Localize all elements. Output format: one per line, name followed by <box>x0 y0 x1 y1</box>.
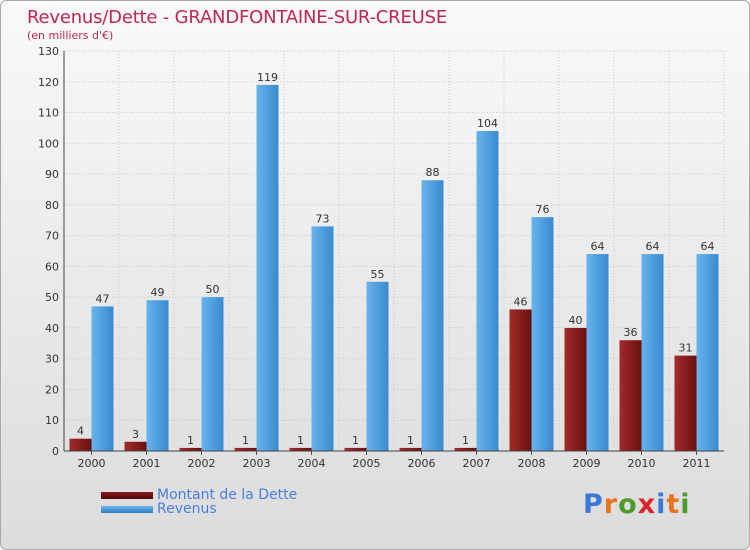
data-label-debt: 1 <box>352 434 359 447</box>
data-label-revenue: 64 <box>646 240 660 253</box>
y-tick-label: 10 <box>45 414 59 427</box>
x-tick-label: 2002 <box>188 457 216 470</box>
logo-letter: i <box>656 489 667 520</box>
bar-revenue <box>256 84 279 451</box>
bar-revenue <box>201 297 224 451</box>
x-tick-label: 2010 <box>628 457 656 470</box>
data-label-debt: 3 <box>132 428 139 441</box>
data-label-debt: 36 <box>624 326 638 339</box>
bar-debt <box>179 447 202 451</box>
x-tick-label: 2007 <box>463 457 491 470</box>
bar-chart: 4 47 3 49 1 50 1 119 1 73 1 55 1 88 1 104 46 76 40 64 36 64 31… <box>38 45 725 470</box>
bar-debt <box>344 447 367 451</box>
x-tick-label: 2001 <box>133 457 161 470</box>
data-label-revenue: 119 <box>257 71 278 84</box>
data-label-revenue: 47 <box>96 292 110 305</box>
bar-debt <box>674 355 697 451</box>
y-tick-label: 40 <box>45 322 59 335</box>
bar-revenue <box>311 226 334 451</box>
data-label-revenue: 73 <box>316 212 330 225</box>
bar-debt <box>454 447 477 451</box>
legend-item-revenue: Revenus <box>101 501 217 517</box>
x-tick-label: 2003 <box>243 457 271 470</box>
data-label-debt: 1 <box>407 434 414 447</box>
legend-swatch-debt <box>101 491 153 499</box>
legend-swatch-revenue <box>101 505 153 513</box>
data-label-debt: 46 <box>514 295 528 308</box>
bar-revenue <box>476 131 499 451</box>
data-label-revenue: 104 <box>477 117 498 130</box>
data-label-debt: 1 <box>242 434 249 447</box>
logo-letter: x <box>637 489 657 520</box>
data-label-revenue: 55 <box>371 268 385 281</box>
bar-revenue <box>641 254 664 451</box>
bar-revenue <box>696 254 719 451</box>
legend-item-debt: Montant de la Dette <box>101 487 298 503</box>
y-tick-label: 30 <box>45 353 59 366</box>
data-label-debt: 40 <box>569 314 583 327</box>
x-tick-label: 2008 <box>518 457 546 470</box>
bar-revenue <box>91 306 114 451</box>
y-tick-label: 130 <box>38 45 59 58</box>
y-tick-label: 70 <box>45 230 59 243</box>
bar-debt <box>234 447 257 451</box>
bar-debt <box>399 447 422 451</box>
bar-debt <box>509 309 532 451</box>
x-tick-label: 2000 <box>78 457 106 470</box>
bar-revenue <box>146 300 169 451</box>
bar-debt <box>289 447 312 451</box>
logo-letter: o <box>618 489 638 520</box>
data-label-revenue: 64 <box>701 240 715 253</box>
y-tick-label: 60 <box>45 260 59 273</box>
y-tick-label: 120 <box>38 76 59 89</box>
legend-label-revenue: Revenus <box>157 501 217 517</box>
bar-revenue <box>586 254 609 451</box>
chart-title: Revenus/Dette - GRANDFONTAINE-SUR-CREUSE <box>27 7 448 28</box>
logo-letter: P <box>583 489 604 520</box>
y-tick-label: 80 <box>45 199 59 212</box>
data-label-revenue: 88 <box>426 166 440 179</box>
y-tick-label: 20 <box>45 383 59 396</box>
bar-debt <box>124 441 147 451</box>
x-tick-label: 2011 <box>683 457 711 470</box>
data-label-debt: 1 <box>187 434 194 447</box>
data-label-revenue: 76 <box>536 203 550 216</box>
bar-debt <box>564 327 587 451</box>
y-tick-label: 0 <box>52 445 59 458</box>
data-label-revenue: 50 <box>206 283 220 296</box>
y-tick-label: 100 <box>38 137 59 150</box>
data-label-debt: 31 <box>679 342 693 355</box>
bar-debt <box>69 438 92 451</box>
data-label-revenue: 49 <box>151 286 165 299</box>
logo-letter: i <box>680 489 691 520</box>
data-label-revenue: 64 <box>591 240 605 253</box>
chart-subtitle: (en milliers d'€) <box>27 29 114 42</box>
bar-revenue <box>366 281 389 451</box>
logo-letter: r <box>603 489 619 520</box>
bar-debt <box>619 340 642 451</box>
data-label-debt: 1 <box>462 434 469 447</box>
x-tick-label: 2006 <box>408 457 436 470</box>
logo-letter: t <box>666 489 681 520</box>
legend-label-debt: Montant de la Dette <box>157 487 298 503</box>
proxiti-logo: Proxiti <box>583 489 691 520</box>
bar-revenue <box>421 180 444 451</box>
bar-revenue <box>531 217 554 451</box>
data-label-debt: 4 <box>77 425 84 438</box>
y-tick-label: 90 <box>45 168 59 181</box>
y-tick-label: 110 <box>38 107 59 120</box>
x-tick-label: 2005 <box>353 457 381 470</box>
y-tick-label: 50 <box>45 291 59 304</box>
x-tick-label: 2009 <box>573 457 601 470</box>
x-tick-label: 2004 <box>298 457 326 470</box>
data-label-debt: 1 <box>297 434 304 447</box>
